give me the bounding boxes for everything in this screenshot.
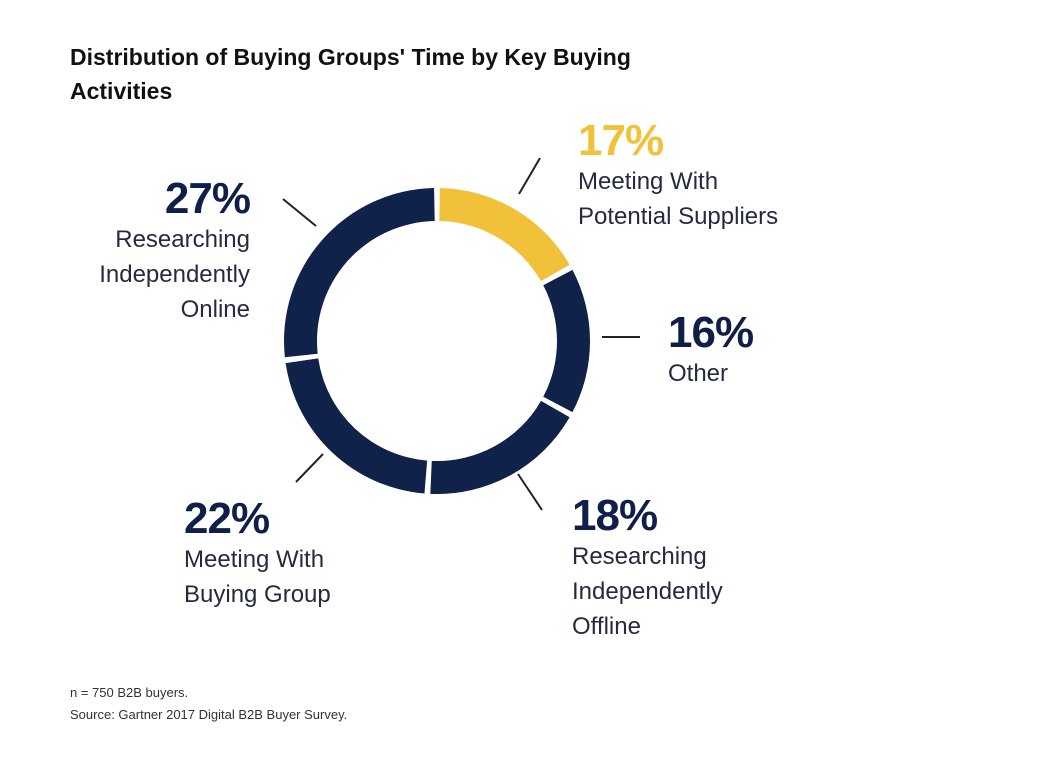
- leader-line-offline: [517, 473, 543, 511]
- slice-name-group-2: Buying Group: [184, 581, 331, 608]
- chart-footer: n = 750 B2B buyers. Source: Gartner 2017…: [70, 682, 347, 726]
- slice-name-offline-2: Independently: [572, 578, 723, 605]
- slice-label-group: 22% Meeting With Buying Group: [184, 496, 331, 612]
- slice-pct-online: 27%: [164, 174, 251, 223]
- slice-name-suppliers-1: Meeting With: [578, 168, 719, 195]
- slice-name-online-3: Online: [180, 296, 250, 323]
- slice-label-offline: 18% Researching Independently Offline: [572, 493, 723, 644]
- slice-name-group-1: Meeting With: [184, 546, 325, 573]
- slice-name-online-1: Researching: [115, 226, 250, 253]
- slice-pct-group: 22%: [184, 494, 270, 543]
- leader-line-group: [295, 453, 324, 483]
- donut-slice-group: [285, 358, 428, 494]
- slice-label-other: 16% Other: [668, 308, 754, 391]
- slice-pct-offline: 18%: [572, 491, 658, 540]
- slice-pct-suppliers: 17%: [578, 116, 664, 165]
- chart-title: Distribution of Buying Groups' Time by K…: [70, 44, 631, 104]
- slice-name-suppliers-2: Potential Suppliers: [578, 203, 779, 230]
- source-note: Source: Gartner 2017 Digital B2B Buyer S…: [70, 707, 348, 722]
- slice-name-offline-1: Researching: [572, 543, 707, 570]
- slice-name-other-1: Other: [668, 360, 729, 387]
- donut-slice-online: [284, 188, 435, 358]
- slice-label-suppliers: 17% Meeting With Potential Suppliers: [578, 118, 778, 234]
- donut-slice-suppliers: [439, 188, 570, 282]
- donut-slice-offline: [430, 400, 570, 494]
- slice-name-offline-3: Offline: [572, 613, 641, 640]
- leader-line-online: [282, 198, 317, 227]
- slice-name-online-2: Independently: [99, 261, 250, 288]
- sample-size-note: n = 750 B2B buyers.: [70, 685, 189, 700]
- slice-label-online: 27% Researching Independently Online: [40, 174, 251, 327]
- leader-line-suppliers: [518, 157, 541, 195]
- donut-slice-other: [543, 269, 590, 413]
- slice-pct-other: 16%: [668, 308, 754, 357]
